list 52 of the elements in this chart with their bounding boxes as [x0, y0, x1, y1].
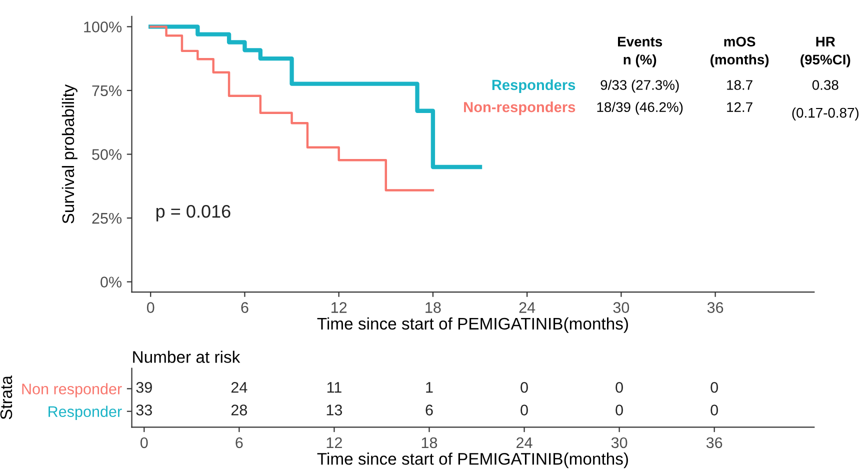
data-label: 0: [520, 404, 528, 416]
y-tick-label: Non responder: [22, 383, 122, 398]
annotation: 12.7: [727, 102, 752, 112]
y-tick-label: 50%: [92, 149, 122, 160]
x-tick-label: 30: [611, 437, 628, 448]
annotation: p = 0.016: [156, 204, 230, 222]
y-tick-label: Responder: [48, 406, 122, 420]
x-tick-label: 12: [326, 437, 342, 448]
chart-title: Number at risk: [133, 350, 240, 363]
annotation: HR (95%CI): [800, 36, 850, 68]
data-label: 13: [326, 404, 342, 416]
y-tick-label: 25%: [92, 212, 122, 224]
x-tick-label: 36: [707, 302, 724, 313]
annotation: mOS (months): [710, 36, 769, 68]
data-label: 24: [231, 382, 248, 393]
x-tick-label: 12: [332, 302, 347, 313]
annotation: 0.38: [812, 80, 838, 90]
data-label: 0: [616, 404, 623, 416]
data-label: 0: [520, 382, 528, 393]
x-tick-label: 6: [236, 437, 243, 448]
text: Non-responders: [464, 102, 576, 116]
data-label: 33: [136, 404, 152, 416]
data-label: 6: [426, 404, 433, 416]
y-tick-label: 0%: [100, 276, 122, 288]
x-tick-label: 18: [426, 302, 441, 313]
data-label: 11: [327, 382, 342, 393]
annotation: (0.17-0.87): [792, 108, 858, 120]
x-axis-title: Time since start of PEMIGATINIB(months): [317, 317, 628, 333]
annotation: Events n (%): [618, 36, 662, 68]
x-tick-label: 0: [146, 302, 154, 313]
text: Responders: [492, 79, 576, 93]
annotation: 18/39 (46.2%): [597, 102, 683, 115]
x-tick-label: 24: [516, 437, 532, 448]
data-label: 0: [616, 382, 623, 393]
y-axis-title: Survival probability: [62, 84, 78, 224]
data-label: 0: [710, 382, 718, 393]
annotation: 18.7: [727, 80, 752, 90]
x-axis-title: Time since start of PEMIGATINIB(months): [317, 452, 628, 468]
data-label: 28: [231, 404, 248, 416]
x-tick-label: 30: [613, 302, 630, 313]
data-label: 39: [136, 382, 152, 393]
data-label: 1: [426, 382, 433, 393]
y-tick-label: 100%: [84, 22, 122, 32]
x-tick-label: 6: [241, 302, 248, 313]
data-label: 0: [710, 404, 718, 416]
annotation: 9/33 (27.3%): [600, 80, 679, 93]
x-tick-label: 36: [706, 437, 722, 448]
y-tick-label: 75%: [92, 85, 122, 96]
x-tick-label: 24: [519, 302, 536, 313]
x-tick-label: 0: [140, 437, 148, 448]
x-tick-label: 18: [422, 437, 438, 448]
y-axis-title: Strata: [0, 376, 12, 420]
